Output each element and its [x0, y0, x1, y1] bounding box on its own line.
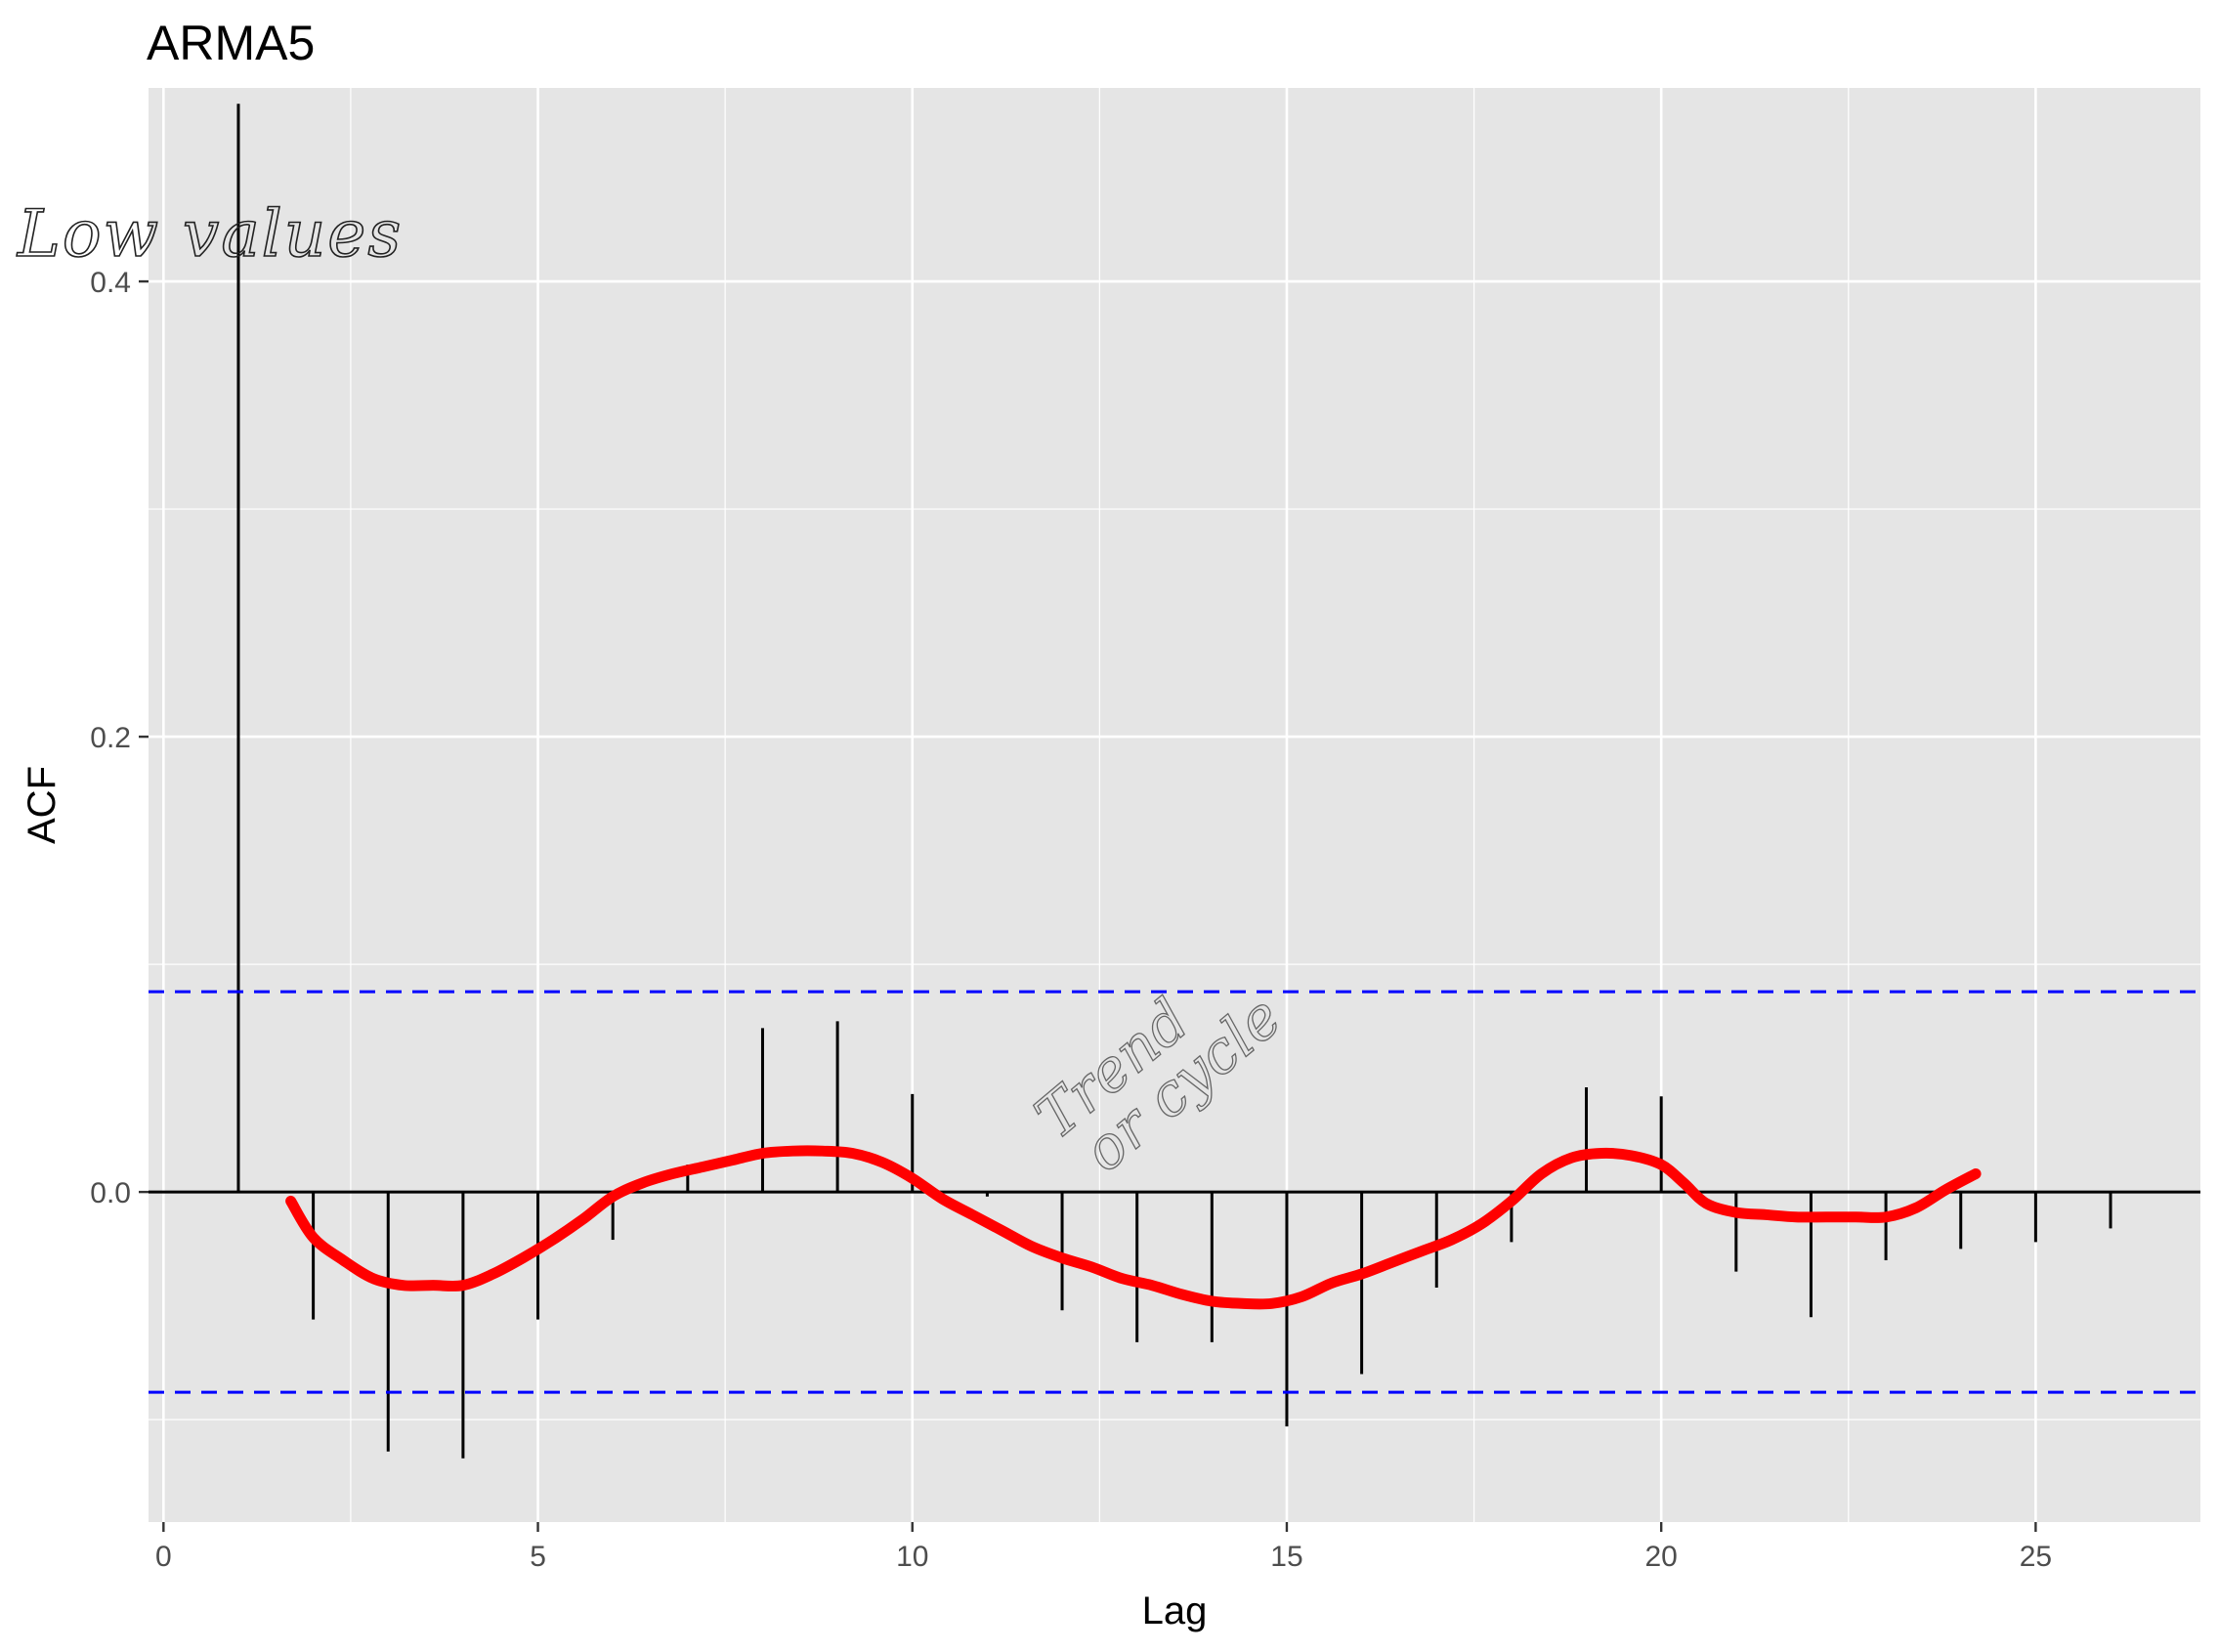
- trend-curve: [285, 1145, 1982, 1310]
- x-tick-label: 10: [896, 1541, 928, 1573]
- note-low-values: Low values: [17, 196, 403, 272]
- x-tick-label: 5: [530, 1541, 546, 1573]
- y-axis-title: ACF: [21, 766, 64, 844]
- x-tick-label: 0: [155, 1541, 172, 1573]
- acf-bars: [236, 104, 2112, 1459]
- trend-annotation: [285, 1145, 1982, 1310]
- y-tick-label: 0.4: [90, 267, 131, 299]
- x-axis-title: Lag: [1142, 1589, 1208, 1632]
- grid-minor: [149, 88, 2200, 1522]
- plot-panel: [149, 88, 2200, 1522]
- x-tick-label: 20: [1644, 1541, 1677, 1573]
- y-tick-label: 0.0: [90, 1177, 131, 1209]
- axes: 0 5 10 15 20 25 0.0 0.2 0.4: [90, 267, 2052, 1573]
- y-tick-label: 0.2: [90, 722, 131, 754]
- chart-title: ARMA5: [147, 16, 315, 70]
- x-tick-label: 15: [1270, 1541, 1302, 1573]
- x-tick-label: 25: [2020, 1541, 2052, 1573]
